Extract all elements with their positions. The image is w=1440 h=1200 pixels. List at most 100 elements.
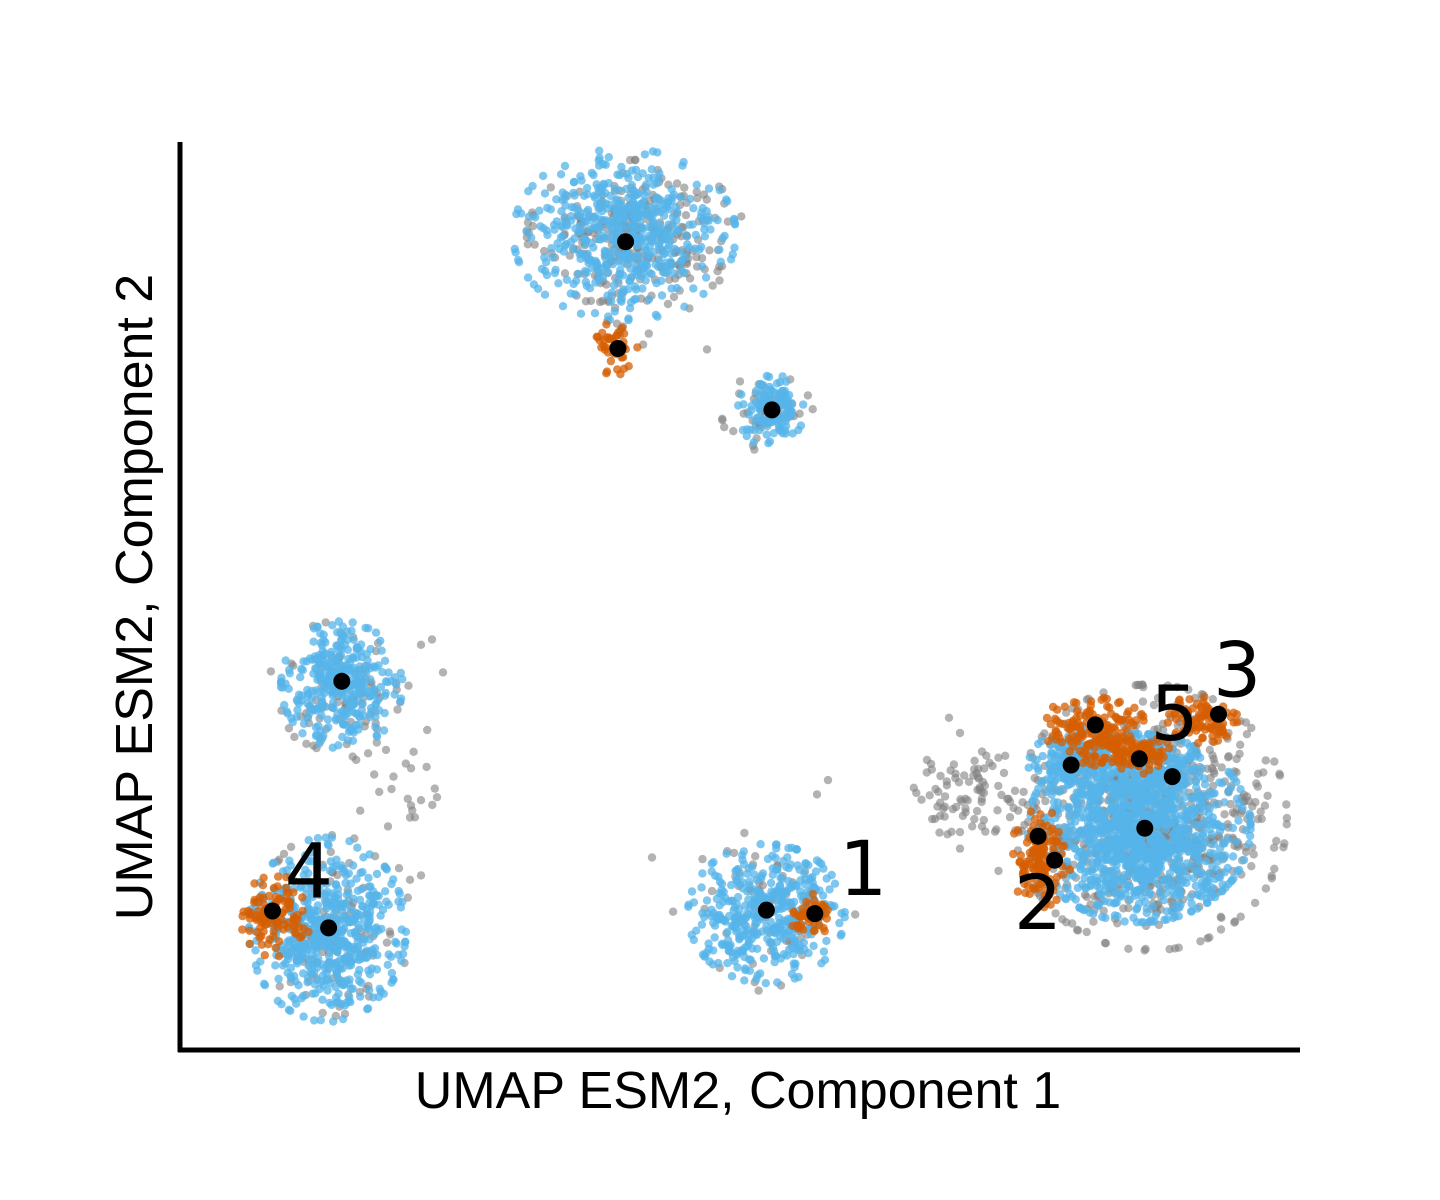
- data-point-blue: [365, 898, 374, 907]
- data-point-blue: [715, 915, 724, 924]
- data-point-blue: [1148, 839, 1157, 848]
- data-point-blue: [338, 622, 348, 631]
- data-point-blue: [757, 381, 766, 390]
- data-point-blue: [363, 662, 372, 671]
- data-point-blue: [381, 677, 391, 686]
- data-point-blue: [790, 963, 799, 972]
- data-point-gray: [394, 864, 404, 873]
- data-point-blue: [381, 887, 390, 896]
- data-point-gray: [427, 635, 437, 644]
- data-point-blue: [552, 195, 561, 204]
- data-point-gray: [1257, 814, 1266, 824]
- data-point-blue: [763, 854, 773, 864]
- data-point-blue: [724, 911, 734, 921]
- data-point-orange: [283, 900, 292, 910]
- data-point-orange: [604, 333, 614, 342]
- data-point-blue: [575, 212, 584, 221]
- data-point-blue: [297, 994, 306, 1003]
- data-point-blue: [604, 312, 613, 321]
- data-point-blue: [1201, 857, 1211, 866]
- data-point-blue: [744, 955, 754, 964]
- data-point-blue: [773, 978, 782, 987]
- data-point-blue: [332, 716, 341, 725]
- data-point-blue: [371, 628, 381, 637]
- data-point-orange: [282, 873, 291, 882]
- data-point-blue: [1103, 855, 1113, 864]
- data-point-blue: [745, 966, 754, 975]
- data-point-orange: [600, 345, 610, 354]
- data-point-gray: [387, 784, 396, 794]
- data-point-blue: [710, 933, 719, 942]
- data-point-blue: [285, 665, 294, 675]
- data-point-blue: [1080, 873, 1089, 883]
- data-point-gray: [963, 796, 972, 805]
- data-point-blue: [324, 941, 333, 951]
- data-point-orange: [614, 328, 623, 337]
- data-point-gray: [1232, 754, 1241, 764]
- data-point-blue: [1128, 810, 1137, 819]
- data-point-blue: [339, 690, 348, 699]
- data-point-blue: [392, 939, 401, 948]
- data-point-blue: [1042, 775, 1052, 784]
- data-point-blue: [365, 986, 374, 995]
- data-point-gray: [972, 806, 982, 816]
- data-point-blue: [1187, 748, 1196, 757]
- data-point-blue: [661, 261, 671, 271]
- data-point-blue: [662, 202, 672, 212]
- data-point-blue: [574, 227, 583, 236]
- data-point-blue: [337, 861, 346, 870]
- data-point-blue: [709, 946, 718, 955]
- data-point-orange: [616, 370, 625, 379]
- data-point-blue: [641, 276, 650, 285]
- data-point-blue: [293, 705, 302, 715]
- data-point-gray: [981, 827, 990, 836]
- data-point-gray: [795, 409, 804, 418]
- data-point-blue: [739, 400, 748, 409]
- data-point-gray: [990, 827, 1000, 836]
- data-point-blue: [574, 269, 583, 279]
- data-point-blue: [624, 314, 633, 323]
- data-point-blue: [318, 697, 327, 706]
- data-point-blue: [618, 203, 627, 213]
- data-point-gray: [1040, 729, 1049, 738]
- data-point-blue: [702, 896, 712, 905]
- data-point-blue: [341, 871, 351, 880]
- data-point-blue: [733, 892, 743, 902]
- data-point-blue: [338, 732, 347, 742]
- data-point-blue: [750, 425, 759, 435]
- data-point-blue: [639, 268, 648, 278]
- data-point-blue: [319, 636, 328, 645]
- data-point-blue: [777, 386, 787, 396]
- data-point-gray: [1261, 756, 1271, 765]
- data-point-blue: [614, 276, 623, 285]
- data-point-blue: [733, 864, 743, 874]
- data-point-gray: [1267, 871, 1276, 881]
- data-point-blue: [542, 226, 551, 235]
- data-point-gray: [428, 800, 437, 810]
- data-point-blue: [689, 204, 698, 213]
- data-point-blue: [715, 186, 724, 195]
- data-point-blue: [1129, 913, 1138, 922]
- data-point-gray: [1014, 806, 1023, 815]
- data-point-blue: [523, 273, 533, 282]
- data-point-blue: [762, 371, 772, 381]
- data-point-blue: [357, 705, 366, 715]
- data-point-blue: [333, 884, 343, 894]
- data-point-blue: [312, 686, 321, 695]
- data-point-blue: [1093, 838, 1102, 847]
- data-point-blue: [1142, 846, 1151, 856]
- data-point-blue: [714, 958, 723, 968]
- data-point-gray: [729, 427, 738, 436]
- data-point-blue: [682, 231, 691, 240]
- data-point-blue: [771, 853, 780, 863]
- data-point-blue: [308, 892, 317, 902]
- data-point-blue: [657, 276, 666, 286]
- data-point-blue: [649, 209, 658, 218]
- data-point-gray: [1242, 730, 1252, 739]
- data-point-blue: [307, 857, 316, 866]
- data-point-blue: [353, 948, 362, 957]
- data-point-blue: [347, 905, 356, 915]
- data-point-orange: [297, 931, 307, 941]
- data-point-blue: [1052, 761, 1062, 770]
- data-point-blue: [1030, 792, 1039, 801]
